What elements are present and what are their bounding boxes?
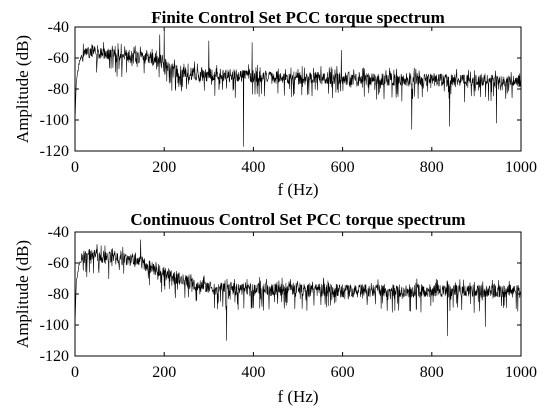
spectrum-trace (74, 239, 522, 341)
subplot-finite: Finite Control Set PCC torque spectrum 0… (13, 8, 537, 199)
x-tick-label: 0 (71, 364, 79, 381)
x-tick-label: 200 (152, 159, 176, 176)
y-tick-label: -40 (48, 224, 69, 241)
x-tick-label: 1000 (505, 159, 537, 176)
x-tick-label: 600 (331, 159, 355, 176)
x-tick-label: 400 (241, 159, 265, 176)
y-tick-label: -120 (40, 143, 69, 160)
y-tick-label: -100 (40, 112, 69, 129)
trace-layer (74, 239, 522, 341)
y-tick-label: -60 (48, 255, 69, 272)
plot-frame (74, 26, 522, 152)
subplot-continuous: Continuous Control Set PCC torque spectr… (13, 210, 537, 406)
x-tick-label: 200 (152, 364, 176, 381)
y-tick-label: -120 (40, 348, 69, 365)
y-tick-label: -100 (40, 317, 69, 334)
x-axis: 0 200 400 600 800 1000 (71, 27, 537, 176)
spectrum-trace (74, 28, 522, 147)
plot-frame (74, 231, 522, 357)
x-axis-label: f (Hz) (277, 387, 318, 406)
x-tick-label: 400 (241, 364, 265, 381)
x-tick-label: 1000 (505, 364, 537, 381)
y-tick-label: -80 (48, 286, 69, 303)
x-tick-label: 800 (420, 159, 444, 176)
trace-layer (74, 28, 522, 147)
y-tick-label: -60 (48, 50, 69, 67)
x-tick-label: 800 (420, 364, 444, 381)
chart-title: Finite Control Set PCC torque spectrum (151, 8, 445, 27)
x-axis-label: f (Hz) (277, 180, 318, 199)
y-axis-label: Amplitude (dB) (13, 240, 32, 348)
x-axis: 0 200 400 600 800 1000 (71, 232, 537, 381)
y-axis-label: Amplitude (dB) (13, 35, 32, 143)
y-tick-label: -80 (48, 81, 69, 98)
y-axis: -40 -60 -80 -100 -120 (40, 224, 521, 365)
chart-title: Continuous Control Set PCC torque spectr… (130, 210, 465, 229)
x-tick-label: 600 (331, 364, 355, 381)
y-tick-label: -40 (48, 19, 69, 36)
y-axis: -40 -60 -80 -100 -120 (40, 19, 521, 160)
x-tick-label: 0 (71, 159, 79, 176)
